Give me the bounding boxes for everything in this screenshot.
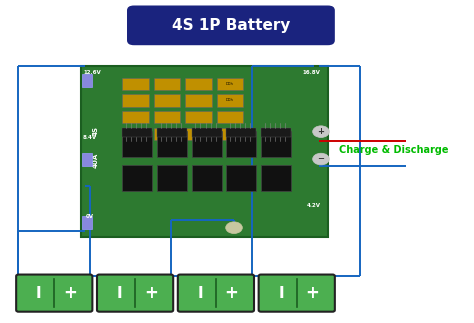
Bar: [226, 131, 256, 157]
Bar: [154, 94, 180, 107]
Text: −: −: [318, 154, 325, 163]
Text: 16.8V: 16.8V: [303, 70, 321, 75]
Bar: [122, 111, 149, 123]
Bar: [191, 165, 222, 191]
Bar: [154, 128, 180, 140]
Text: +: +: [63, 284, 77, 302]
FancyBboxPatch shape: [259, 275, 335, 312]
Text: 4S 1P Battery: 4S 1P Battery: [172, 18, 290, 33]
FancyBboxPatch shape: [16, 275, 92, 312]
Bar: [261, 131, 291, 157]
Bar: [191, 128, 222, 137]
Bar: [226, 165, 256, 191]
FancyBboxPatch shape: [178, 275, 254, 312]
Bar: [226, 128, 256, 137]
Text: 8.4V: 8.4V: [83, 135, 97, 140]
Text: I: I: [197, 286, 203, 301]
Text: Charge & Discharge: Charge & Discharge: [339, 145, 449, 155]
Bar: [122, 78, 149, 90]
Bar: [81, 66, 328, 237]
Bar: [82, 74, 92, 87]
Circle shape: [313, 153, 329, 165]
Bar: [185, 111, 211, 123]
Text: I: I: [36, 286, 41, 301]
Text: +: +: [144, 284, 158, 302]
Bar: [261, 128, 291, 137]
Bar: [217, 94, 243, 107]
Bar: [122, 131, 153, 157]
Bar: [154, 78, 180, 90]
Text: 4S: 4S: [92, 126, 99, 136]
Bar: [217, 78, 243, 90]
FancyBboxPatch shape: [127, 5, 335, 45]
Bar: [217, 111, 243, 123]
Bar: [157, 131, 187, 157]
Text: 4.2V: 4.2V: [307, 203, 321, 208]
Bar: [82, 152, 92, 165]
Bar: [185, 128, 211, 140]
Bar: [122, 128, 149, 140]
Text: DDh: DDh: [226, 99, 234, 102]
Bar: [185, 94, 211, 107]
Bar: [261, 165, 291, 191]
Text: +: +: [306, 284, 319, 302]
Text: 12.6V: 12.6V: [83, 70, 101, 75]
Circle shape: [313, 126, 329, 138]
Circle shape: [226, 222, 242, 234]
Bar: [191, 131, 222, 157]
Bar: [122, 94, 149, 107]
Bar: [154, 111, 180, 123]
Bar: [122, 128, 153, 137]
Bar: [122, 165, 153, 191]
Text: 40A: 40A: [92, 153, 99, 168]
Bar: [157, 128, 187, 137]
Text: I: I: [278, 286, 284, 301]
Bar: [217, 128, 243, 140]
Bar: [157, 165, 187, 191]
Text: DDh: DDh: [226, 82, 234, 86]
Text: I: I: [117, 286, 122, 301]
Bar: [82, 216, 92, 229]
Text: +: +: [225, 284, 238, 302]
Bar: [185, 78, 211, 90]
Text: 0V: 0V: [86, 214, 94, 219]
Text: +: +: [318, 127, 325, 136]
FancyBboxPatch shape: [97, 275, 173, 312]
